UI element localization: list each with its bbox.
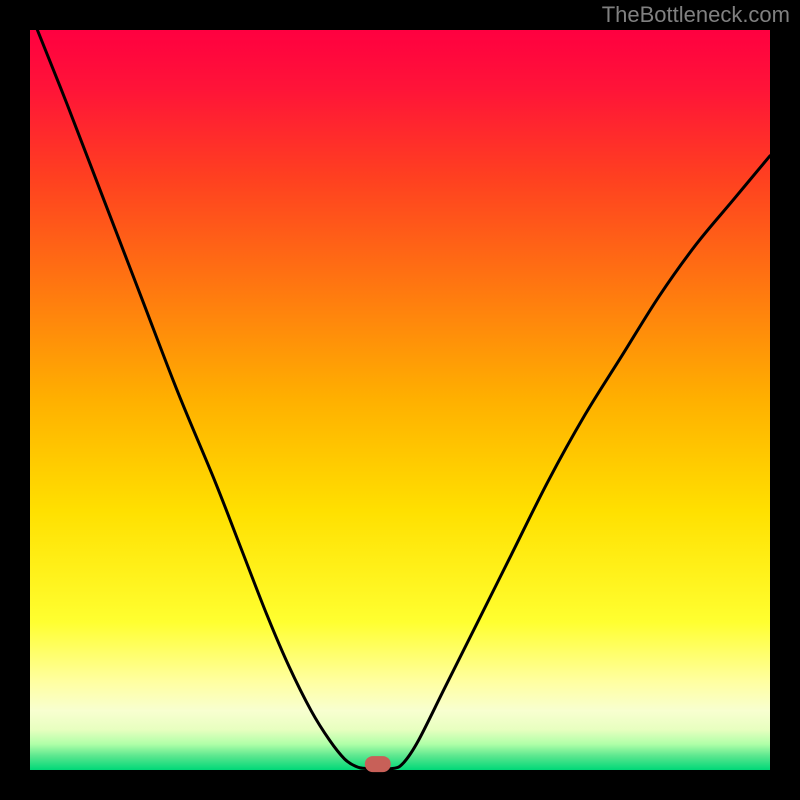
watermark-text: TheBottleneck.com	[602, 2, 790, 28]
optimal-marker	[365, 756, 391, 772]
plot-background	[30, 30, 770, 770]
chart-container: TheBottleneck.com	[0, 0, 800, 800]
bottleneck-chart	[0, 0, 800, 800]
